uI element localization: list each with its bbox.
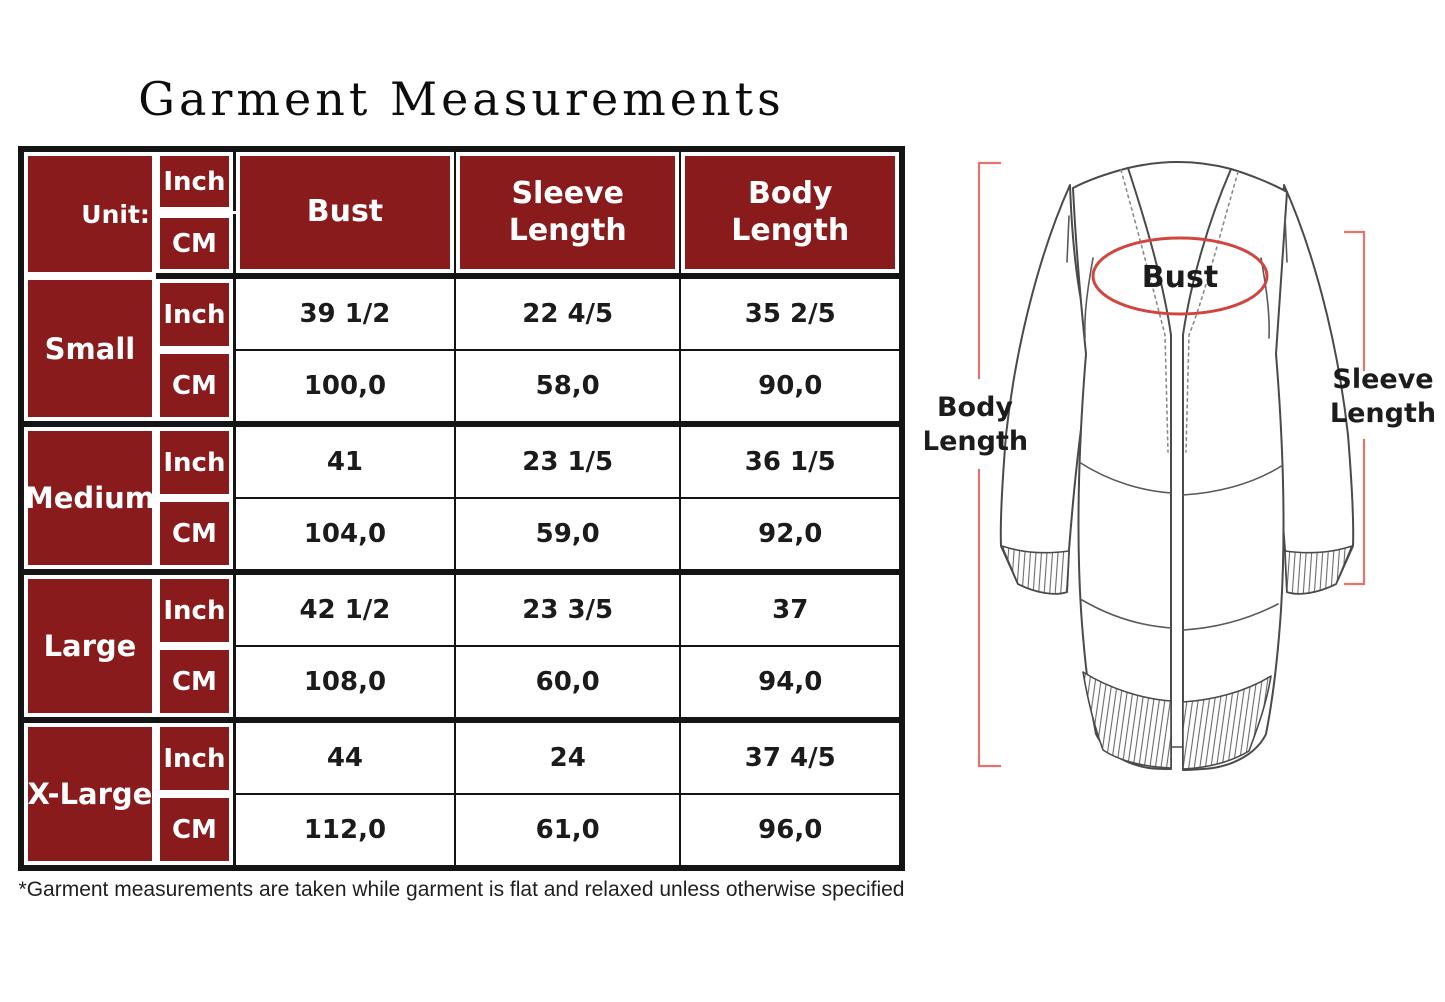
header-cell-sleeve-length: Sleeve Length [453, 149, 681, 279]
table-row-large-inch: Large Inch 42 1/2 23 3/5 37 [21, 572, 902, 723]
garment-sketch [999, 161, 1355, 771]
value-cell: 39 1/2 [232, 276, 455, 351]
footnote: *Garment measurements are taken while ga… [18, 878, 905, 901]
value-cell: 44 [232, 720, 455, 795]
unit-cell: CM [155, 646, 236, 723]
value-cell: 59,0 [453, 498, 681, 575]
header-row: Unit: Inch Bust Sleeve Length Body Lengt… [21, 149, 902, 279]
value-cell: 23 1/5 [453, 424, 681, 499]
header-row: CM [21, 212, 902, 279]
header-line: Body [747, 175, 833, 211]
sleeve-length-line [1343, 230, 1366, 586]
table-row-xlarge-cm: CM 112,0 61,0 96,0 [21, 794, 902, 868]
value-cell: 100,0 [232, 350, 455, 427]
header-line: Length [508, 212, 627, 248]
value-cell: 42 1/2 [232, 572, 455, 647]
body-length-label: Body [937, 392, 1013, 423]
unit-cell: Inch [155, 276, 236, 350]
unit-cell: CM [155, 350, 236, 427]
size-cell-medium: Medium [21, 424, 156, 575]
unit-cell: CM [155, 794, 236, 868]
value-cell: 61,0 [453, 794, 681, 868]
size-cell-large: Large [21, 572, 156, 723]
value-cell: 90,0 [679, 350, 902, 427]
value-cell: 23 3/5 [453, 572, 681, 647]
right-hem-rib [1182, 675, 1272, 770]
header-cell-bust: Bust [232, 149, 455, 279]
right-cuff-rib [1284, 545, 1353, 595]
garment-diagram: Bust Body Length Sleeve Length [925, 161, 1436, 771]
page-title: Garment Measurements [138, 72, 785, 126]
header-line: Length [731, 212, 850, 248]
left-front-panel [1072, 167, 1172, 770]
table-row-small-cm: CM 100,0 58,0 90,0 [21, 350, 902, 427]
value-cell: 58,0 [453, 350, 681, 427]
size-cell-xlarge: X-Large [21, 720, 156, 868]
unit-cell: Inch [155, 424, 236, 498]
left-cuff-rib [1001, 545, 1070, 595]
unit-label-cell: Unit: [21, 149, 156, 276]
unit-cell: Inch [155, 720, 236, 794]
table-row-medium-cm: CM 104,0 59,0 92,0 [21, 498, 902, 575]
table-row-large-cm: CM 108,0 60,0 94,0 [21, 646, 902, 723]
value-cell: 36 1/5 [679, 424, 902, 499]
placket-dotted-lines [1120, 169, 1239, 453]
value-cell: 37 4/5 [679, 720, 902, 795]
left-hem-rib [1082, 671, 1172, 769]
sleeve-length-label: Sleeve [1332, 364, 1433, 395]
value-cell: 41 [232, 424, 455, 499]
value-cell: 104,0 [232, 498, 455, 575]
table-row-medium-inch: Medium Inch 41 23 1/5 36 1/5 [21, 424, 902, 575]
table-row-xlarge-inch: X-Large Inch 44 24 37 4/5 [21, 720, 902, 868]
header-cell-body-length: Body Length [679, 149, 902, 279]
unit-cell: Inch [155, 572, 236, 646]
value-cell: 94,0 [679, 646, 902, 723]
right-front-panel [1182, 168, 1288, 771]
bust-ellipse [1091, 236, 1269, 316]
value-cell: 60,0 [453, 646, 681, 723]
body-length-bracket [977, 161, 1002, 768]
value-cell: 92,0 [679, 498, 902, 575]
header-line: Sleeve [511, 175, 624, 211]
table-row-small-inch: Small Inch 39 1/2 22 4/5 35 2/5 [21, 276, 902, 427]
sleeve-length-label: Length [1330, 398, 1436, 429]
bust-label: Bust [1142, 260, 1218, 295]
value-cell: 112,0 [232, 794, 455, 868]
value-cell: 108,0 [232, 646, 455, 723]
unit-cell: CM [155, 498, 236, 575]
back-collar-line [1127, 161, 1232, 170]
header-unit-cm: CM [155, 212, 236, 279]
size-table: Unit: Inch Bust Sleeve Length Body Lengt… [18, 146, 905, 871]
value-cell: 37 [679, 572, 902, 647]
value-cell: 35 2/5 [679, 276, 902, 351]
header-unit-inch: Inch [155, 149, 236, 214]
size-cell-small: Small [21, 276, 156, 427]
seam-lines [1066, 215, 1288, 631]
body-length-label: Length [925, 426, 1028, 457]
value-cell: 24 [453, 720, 681, 795]
value-cell: 22 4/5 [453, 276, 681, 351]
value-cell: 96,0 [679, 794, 902, 868]
